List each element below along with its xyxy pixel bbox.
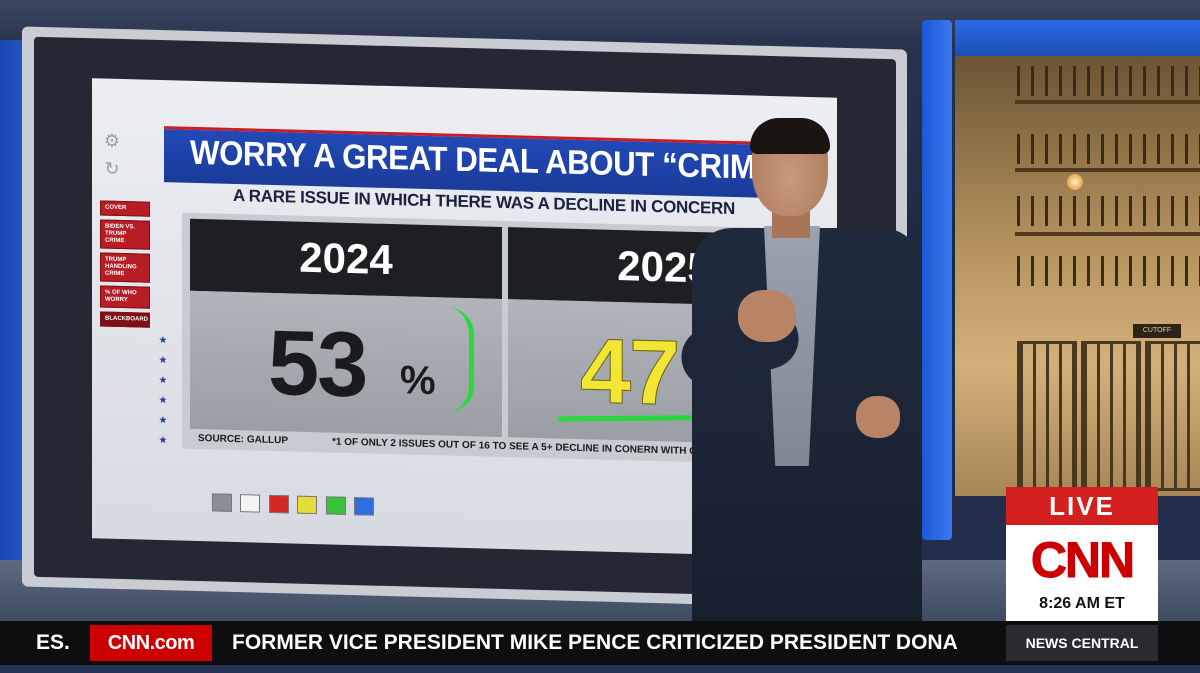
jail-bars	[1017, 196, 1200, 226]
panel-year: 2024	[190, 218, 502, 299]
swatch-red[interactable]	[268, 494, 289, 514]
gear-icon[interactable]: ⚙	[103, 130, 121, 151]
sidebar-item-worry[interactable]: % OF WHO WORRY	[100, 285, 150, 309]
network-bug: CNN 8:26 AM ET	[1006, 525, 1158, 621]
cnn-com-badge: CNN.com	[90, 625, 212, 661]
source-note: SOURCE: GALLUP	[198, 433, 288, 447]
sidebar-item-trump-handling[interactable]: TRUMP HANDLING CRIME	[100, 252, 150, 283]
graphic-sidebar: COVER BIDEN VS. TRUMP CRIME TRUMP HANDLI…	[100, 200, 154, 331]
panel-value: 53	[268, 311, 367, 417]
live-badge: LIVE	[1006, 487, 1158, 525]
panel-2024: 2024 53 %	[190, 218, 502, 437]
swatch-green[interactable]	[325, 496, 346, 515]
jail-bars	[1017, 66, 1200, 96]
graphic-title: WORRY A GREAT DEAL ABOUT “CRIM	[190, 133, 756, 187]
news-ticker: ES. CNN.com FORMER VICE PRESIDENT MIKE P…	[0, 621, 1200, 665]
ticker-headline: FORMER VICE PRESIDENT MIKE PENCE CRITICI…	[232, 631, 958, 654]
jail-ledge	[1015, 100, 1200, 104]
swatch-eraser[interactable]	[212, 493, 232, 512]
sidebar-item-biden-vs-trump[interactable]: BIDEN VS. TRUMP CRIME	[100, 219, 150, 250]
swatch-white[interactable]	[240, 494, 261, 513]
refresh-icon[interactable]: ↻	[104, 158, 120, 179]
presenter-hair	[750, 118, 830, 154]
ticker-end	[1158, 621, 1200, 665]
star-icon: ★	[158, 394, 168, 407]
jail-ledge	[1015, 168, 1200, 172]
star-icon: ★	[158, 354, 168, 367]
star-column: ★ ★ ★ ★ ★ ★	[152, 335, 174, 456]
presenter-hand	[738, 290, 796, 342]
presenter-hand	[856, 396, 900, 438]
star-icon: ★	[158, 374, 168, 387]
sidebar-item-blackboard[interactable]: BLACKBOARD	[100, 311, 150, 328]
star-icon: ★	[158, 434, 168, 447]
panel-value: 47	[580, 320, 679, 426]
show-name: NEWS CENTRAL	[1006, 625, 1158, 661]
clock: 8:26 AM ET	[1039, 595, 1125, 612]
swatch-blue[interactable]	[354, 497, 375, 516]
jail-bars	[1017, 256, 1200, 286]
studio-light-right	[922, 20, 952, 540]
presenter	[672, 118, 942, 638]
panel-unit: %	[400, 358, 436, 404]
swatch-yellow[interactable]	[297, 495, 318, 515]
jail-ledge	[1015, 232, 1200, 236]
panel-body: 53 %	[190, 290, 502, 437]
studio-light-top-right	[955, 20, 1200, 56]
jail-cell-door	[1145, 341, 1200, 491]
jail-bars	[1017, 134, 1200, 164]
sidebar-item-cover[interactable]: COVER	[100, 200, 150, 217]
telestrator-palette	[212, 493, 378, 520]
telestrator-arc	[448, 307, 474, 413]
jail-backdrop: CUTOFF	[955, 56, 1200, 496]
jail-cell-door	[1081, 341, 1141, 491]
ticker-previous-fragment: ES.	[36, 631, 70, 654]
tool-rail: ⚙ ↻	[100, 124, 128, 205]
star-icon: ★	[158, 414, 168, 427]
cnn-logo: CNN	[1030, 532, 1135, 589]
jail-sign: CUTOFF	[1133, 324, 1181, 338]
jail-cell-door	[1017, 341, 1077, 491]
jail-lamp	[1067, 174, 1083, 190]
star-icon: ★	[158, 334, 168, 347]
